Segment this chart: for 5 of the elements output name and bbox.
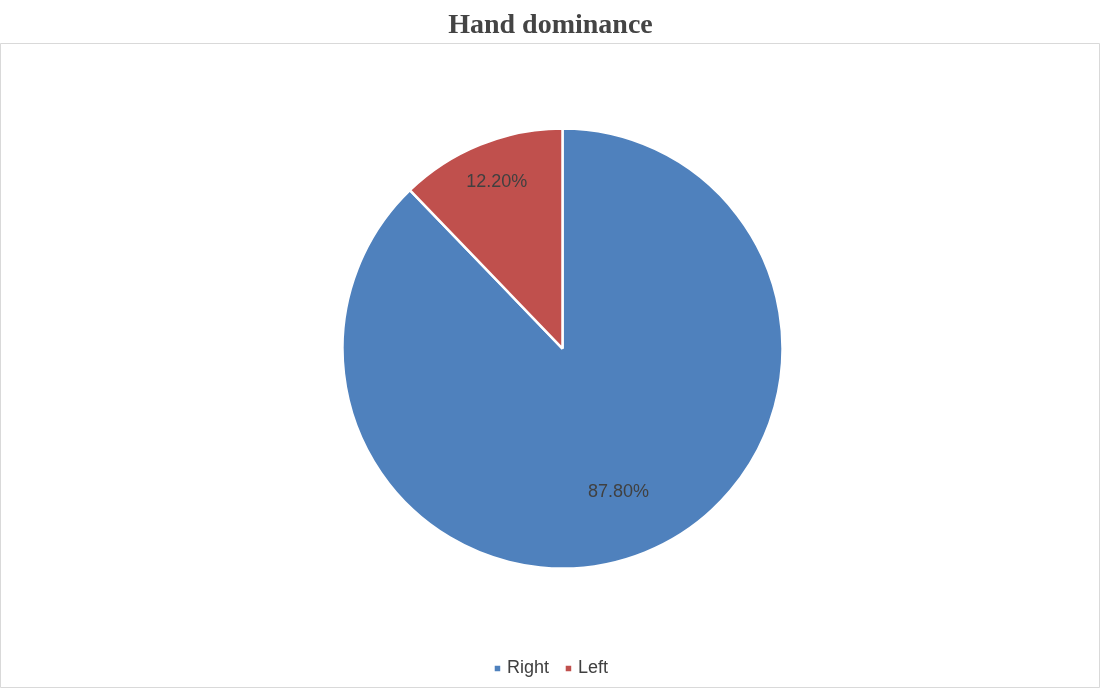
data-label: 87.80% (587, 481, 649, 502)
legend-label: Right (506, 657, 549, 678)
chart-title: Hand dominance (448, 7, 653, 39)
data-label: 12.20% (466, 170, 528, 191)
legend-label: Left (578, 657, 609, 678)
